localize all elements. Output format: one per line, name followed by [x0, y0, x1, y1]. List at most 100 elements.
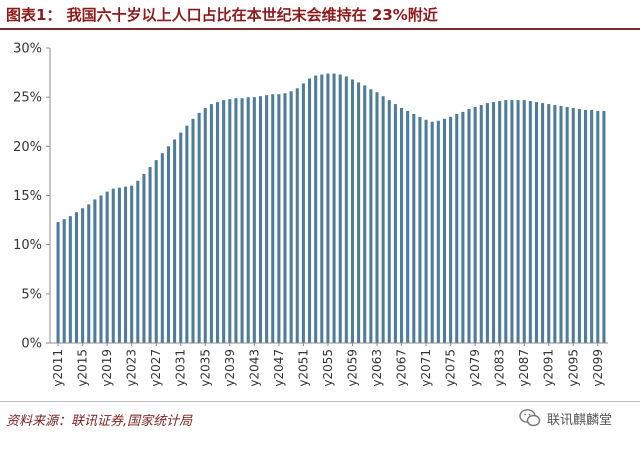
- y-tick-label: 20%: [13, 140, 42, 155]
- bar-y2035: [203, 107, 207, 343]
- bar-y2057: [338, 74, 342, 344]
- x-tick-label: y2059: [345, 349, 359, 387]
- bar-y2093: [559, 106, 563, 344]
- x-tick-label: y2091: [542, 349, 556, 387]
- bar-y2052: [308, 78, 312, 344]
- bar-y2036: [209, 104, 213, 343]
- bar-y2098: [590, 109, 594, 343]
- bar-y2062: [369, 89, 373, 343]
- bar-y2027: [154, 160, 158, 343]
- bar-y2076: [455, 113, 459, 343]
- bar-y2080: [479, 105, 483, 343]
- x-tick-label: y2063: [370, 349, 384, 387]
- bar-y2041: [240, 98, 244, 344]
- bar-y2043: [252, 97, 256, 343]
- bar-y2024: [136, 180, 140, 343]
- y-tick-label: 5%: [21, 287, 42, 302]
- bar-y2070: [418, 116, 422, 343]
- x-tick-label: y2075: [444, 349, 458, 387]
- source-note: 资料来源：联讯证券,国家统计局: [6, 414, 193, 429]
- bar-y2048: [283, 93, 287, 343]
- x-tick-label: y2043: [247, 349, 261, 387]
- bar-y2085: [510, 100, 514, 344]
- bar-y2097: [584, 109, 588, 343]
- bar-y2064: [381, 96, 385, 344]
- bar-y2044: [258, 96, 262, 344]
- y-tick-label: 10%: [13, 238, 42, 253]
- bar-y2014: [74, 212, 78, 343]
- y-tick-label: 30%: [13, 42, 42, 57]
- bar-y2075: [449, 116, 453, 343]
- y-tick-label: 25%: [13, 91, 42, 106]
- bar-y2059: [350, 79, 354, 343]
- x-tick-label: y2015: [76, 349, 90, 387]
- x-tick-label: y2079: [468, 349, 482, 387]
- bar-y2074: [442, 118, 446, 343]
- bar-y2015: [81, 208, 85, 343]
- y-tick-label: 15%: [13, 189, 42, 204]
- bar-y2069: [412, 113, 416, 343]
- x-tick-label: y2055: [321, 349, 335, 387]
- bar-chart: 0% 5% 10% 15% 20% 25% 30% y2011 y2015 y2019 y2023…: [13, 42, 608, 387]
- x-tick-label: y2031: [174, 349, 188, 387]
- bar-y2040: [234, 98, 238, 344]
- bar-y2061: [363, 85, 367, 343]
- bar-y2028: [160, 153, 164, 343]
- watermark: 联讯麒麟堂: [519, 407, 612, 429]
- title-bar: 图表1： 我国六十岁以上人口占比在本世纪末会维持在 23%附近: [0, 0, 640, 30]
- bar-y2023: [130, 185, 134, 343]
- bar-y2088: [528, 101, 532, 343]
- bar-y2078: [467, 108, 471, 343]
- x-tick-label: y2099: [591, 349, 605, 387]
- x-tick-label: y2027: [149, 349, 163, 387]
- bar-y2087: [522, 100, 526, 344]
- x-tick-label: y2019: [100, 349, 114, 387]
- bar-y2012: [62, 219, 66, 343]
- x-tick-label: y2051: [296, 349, 310, 387]
- x-tick-label: y2083: [493, 349, 507, 387]
- chart-title: 图表1： 我国六十岁以上人口占比在本世纪末会维持在 23%附近: [6, 6, 438, 24]
- x-tick-label: y2047: [272, 349, 286, 387]
- wechat-logo-icon: [519, 409, 541, 427]
- x-tick-label: y2087: [517, 349, 531, 387]
- bar-y2046: [271, 94, 275, 343]
- bar-y2013: [68, 216, 72, 343]
- bar-y2051: [301, 83, 305, 344]
- bar-y2019: [105, 191, 109, 343]
- bar-y2011: [56, 222, 60, 343]
- bar-y2053: [314, 75, 318, 343]
- bar-y2086: [516, 100, 520, 344]
- y-axis: 0% 5% 10% 15% 20% 25% 30%: [13, 42, 50, 352]
- x-tick-label: y2095: [566, 349, 580, 387]
- footer-divider: [0, 401, 640, 402]
- bar-y2055: [326, 73, 330, 343]
- bar-y2047: [277, 94, 281, 343]
- bar-y2066: [393, 104, 397, 343]
- bar-y2049: [289, 91, 293, 343]
- bar-y2026: [148, 166, 152, 343]
- bar-y2089: [534, 102, 538, 343]
- bar-y2068: [406, 110, 410, 344]
- bar-y2083: [498, 101, 502, 343]
- y-tick-label: 0%: [21, 337, 42, 352]
- bar-y2042: [246, 97, 250, 343]
- bar-y2034: [197, 112, 201, 344]
- bar-y2016: [87, 204, 91, 343]
- bar-y2033: [191, 118, 195, 343]
- bar-y2039: [228, 99, 232, 343]
- bar-y2025: [142, 173, 146, 343]
- x-tick-label: y2011: [51, 349, 65, 387]
- bar-y2038: [222, 100, 226, 344]
- bar-y2020: [111, 188, 115, 343]
- bar-y2037: [216, 102, 220, 343]
- bar-y2095: [571, 107, 575, 343]
- x-axis: y2011 y2015 y2019 y2023 y2027 y2031 y2035 y2039…: [51, 343, 605, 387]
- bar-y2071: [424, 119, 428, 343]
- bar-y2054: [320, 74, 324, 344]
- bar-y2092: [553, 105, 557, 343]
- bar-y2091: [547, 104, 551, 343]
- bar-y2018: [99, 195, 103, 343]
- bar-y2022: [124, 186, 128, 343]
- bar-y2100: [602, 110, 606, 344]
- bar-y2094: [565, 107, 569, 343]
